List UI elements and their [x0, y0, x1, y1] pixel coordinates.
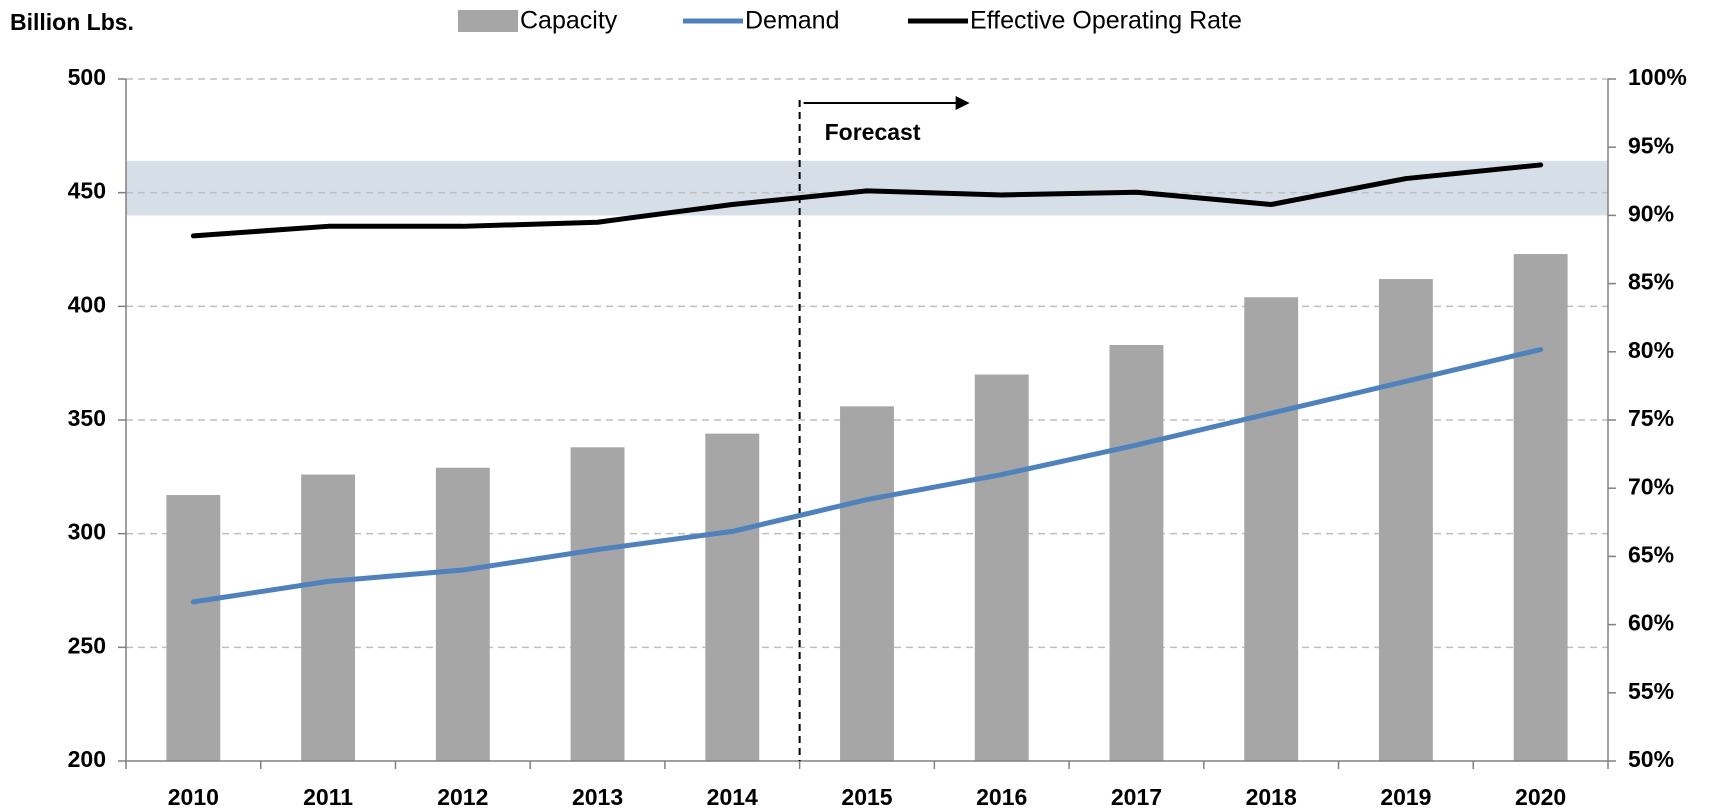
x-tick-label: 2018: [1246, 784, 1297, 810]
y2-tick-label: 85%: [1628, 269, 1674, 295]
y-tick-label: 250: [68, 632, 106, 658]
legend-swatch: [458, 10, 518, 32]
bar: [705, 433, 760, 761]
target-band: [126, 160, 1608, 216]
bar: [1378, 279, 1433, 761]
y-tick-label: 400: [68, 291, 106, 317]
y-axis-title: Billion Lbs.: [10, 9, 134, 35]
bar: [166, 495, 221, 761]
y-tick-label: 300: [68, 519, 106, 545]
y2-tick-label: 60%: [1628, 610, 1674, 636]
bar: [1109, 344, 1164, 761]
bar: [974, 374, 1029, 761]
forecast-label: Forecast: [825, 119, 921, 145]
forecast-arrowhead: [955, 96, 970, 110]
y2-tick-label: 75%: [1628, 405, 1674, 431]
y2-tick-label: 95%: [1628, 132, 1674, 158]
bar: [435, 467, 490, 761]
series-line: [190, 347, 1544, 605]
y2-tick-label: 65%: [1628, 541, 1674, 567]
y2-tick-label: 100%: [1628, 64, 1687, 90]
bar: [1244, 297, 1299, 761]
y-tick-label: 500: [68, 64, 106, 90]
series-line: [190, 162, 1544, 239]
legend-label: Capacity: [520, 7, 618, 35]
bar: [570, 447, 625, 761]
bar: [1513, 254, 1568, 761]
legend-label: Demand: [745, 7, 840, 35]
x-tick-label: 2017: [1111, 784, 1162, 810]
y2-tick-label: 50%: [1628, 746, 1674, 772]
x-tick-label: 2014: [707, 784, 758, 810]
x-tick-label: 2016: [976, 784, 1027, 810]
x-tick-label: 2012: [437, 784, 488, 810]
y2-tick-label: 90%: [1628, 200, 1674, 226]
x-tick-label: 2020: [1515, 784, 1566, 810]
bar: [840, 406, 894, 761]
x-tick-label: 2010: [168, 784, 219, 810]
x-tick-label: 2013: [572, 784, 623, 810]
x-tick-label: 2011: [303, 784, 353, 810]
y2-tick-label: 55%: [1628, 678, 1674, 704]
y-tick-label: 450: [68, 178, 106, 204]
x-tick-label: 2015: [841, 784, 892, 810]
bar: [301, 474, 356, 761]
x-tick-label: 2019: [1380, 784, 1431, 810]
y2-tick-label: 80%: [1628, 337, 1674, 363]
y2-tick-label: 70%: [1628, 473, 1674, 499]
y-tick-label: 350: [68, 405, 106, 431]
y-tick-label: 200: [68, 746, 106, 772]
legend-label: Effective Operating Rate: [970, 7, 1242, 35]
